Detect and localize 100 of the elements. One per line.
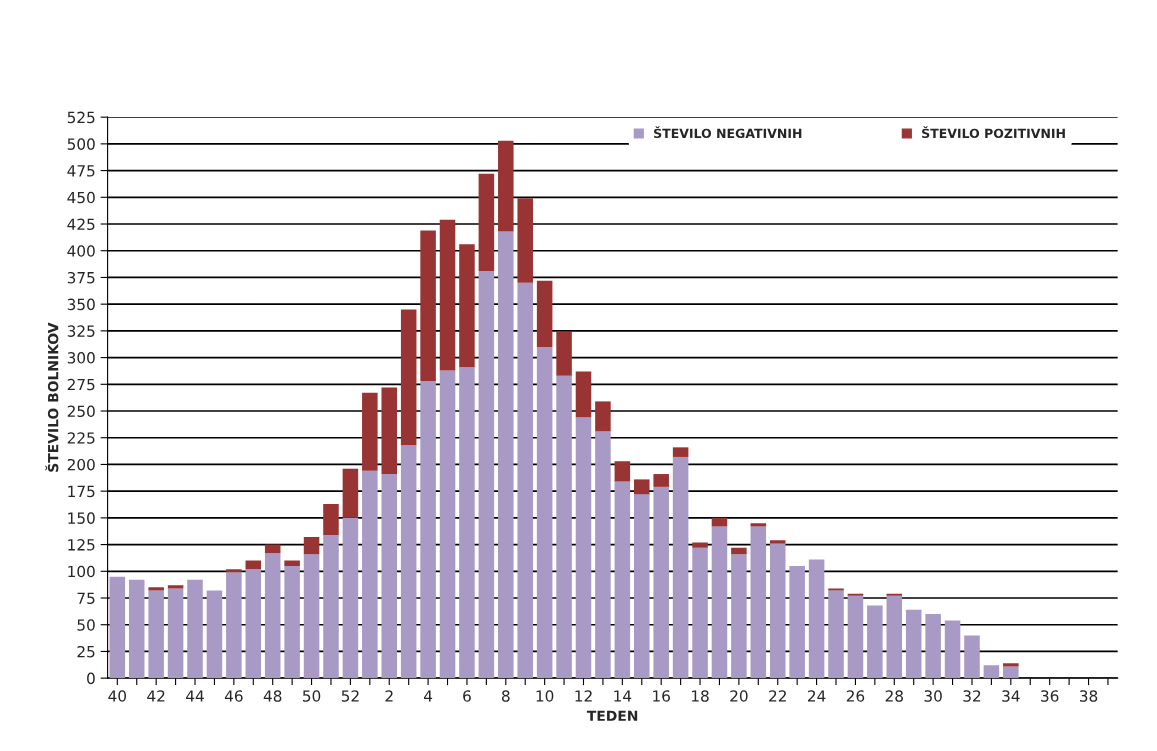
bar xyxy=(128,579,145,679)
bar xyxy=(245,569,262,679)
bar xyxy=(556,331,572,376)
bar xyxy=(692,542,708,548)
bar xyxy=(264,553,281,679)
y-axis-title: ŠTEVILO BOLNIKOV xyxy=(45,322,59,472)
bar xyxy=(828,588,844,591)
bar xyxy=(750,526,767,679)
bar xyxy=(828,590,844,679)
bar xyxy=(478,173,495,272)
bar xyxy=(459,367,475,679)
bar xyxy=(381,387,398,475)
y-tick-label: 525 xyxy=(67,111,95,124)
bar xyxy=(1003,663,1019,667)
x-tick-label: 34 xyxy=(1002,690,1020,702)
x-tick-label: 6 xyxy=(463,690,471,702)
x-tick-label: 46 xyxy=(224,690,243,702)
bar xyxy=(478,271,495,679)
bar xyxy=(362,392,378,471)
bar xyxy=(653,474,669,487)
bar xyxy=(711,517,728,527)
x-axis-title: TEDEN xyxy=(586,710,638,721)
bar xyxy=(867,605,883,679)
x-tick-label: 22 xyxy=(769,690,786,702)
y-tick-label: 300 xyxy=(67,352,95,364)
bar xyxy=(439,219,456,371)
bar xyxy=(634,494,650,679)
x-tick-label: 16 xyxy=(653,690,670,702)
bar xyxy=(536,346,553,679)
x-tick-label: 42 xyxy=(147,690,165,702)
x-tick-label: 28 xyxy=(885,690,903,702)
bar xyxy=(284,560,300,566)
y-tick-label: 275 xyxy=(67,378,95,391)
bar xyxy=(595,431,611,679)
y-tick-label: 375 xyxy=(67,271,95,284)
y-tick-label: 225 xyxy=(67,432,95,444)
x-tick-label: 8 xyxy=(501,690,510,702)
bar xyxy=(711,526,728,679)
bar xyxy=(517,198,533,283)
y-tick-label: 0 xyxy=(87,672,95,685)
y-tick-label: 250 xyxy=(67,405,95,418)
bar xyxy=(323,534,339,679)
bar xyxy=(342,517,359,679)
bar xyxy=(206,590,223,679)
y-tick-label: 450 xyxy=(67,191,95,204)
bar xyxy=(303,554,320,679)
bar xyxy=(750,523,767,527)
bar xyxy=(692,547,708,679)
x-tick-label: 50 xyxy=(303,690,321,702)
y-tick-label: 175 xyxy=(68,485,95,498)
bar xyxy=(731,554,747,679)
y-tick-label: 325 xyxy=(67,325,95,337)
bar xyxy=(148,587,164,591)
x-tick-label: 52 xyxy=(341,690,359,702)
bar xyxy=(226,569,242,573)
bar xyxy=(614,461,631,482)
y-tick-label: 100 xyxy=(68,565,95,578)
y-tick-label: 50 xyxy=(77,619,95,631)
bar xyxy=(226,572,242,679)
bar xyxy=(303,537,320,555)
x-tick-label: 14 xyxy=(614,690,632,702)
bar xyxy=(498,140,514,232)
x-tick-label: 26 xyxy=(846,690,865,702)
bar xyxy=(886,593,903,596)
y-tick-label: 200 xyxy=(67,458,95,471)
y-tick-label: 150 xyxy=(68,512,95,524)
legend-label: ŠTEVILO NEGATIVNIH xyxy=(654,126,802,139)
bar xyxy=(148,590,164,679)
bar xyxy=(575,371,592,418)
bar xyxy=(1003,666,1019,679)
x-tick-label: 20 xyxy=(730,690,748,702)
bar xyxy=(905,609,922,679)
x-tick-label: 48 xyxy=(263,690,282,702)
bar xyxy=(381,474,398,679)
bar xyxy=(420,381,436,679)
bar xyxy=(420,230,436,382)
bar xyxy=(808,559,825,679)
y-tick-label: 500 xyxy=(67,138,95,150)
bar xyxy=(517,282,533,679)
bar xyxy=(342,468,359,518)
bar xyxy=(769,540,786,544)
bar xyxy=(847,595,864,679)
bar xyxy=(245,560,262,570)
y-tick-label: 75 xyxy=(77,592,95,605)
x-tick-label: 12 xyxy=(575,690,592,702)
bar xyxy=(109,576,126,679)
y-tick-label: 125 xyxy=(68,539,95,551)
x-tick-label: 18 xyxy=(692,690,709,702)
bar xyxy=(556,375,572,679)
bar xyxy=(167,585,184,589)
x-tick-label: 40 xyxy=(108,690,127,702)
bar xyxy=(536,280,553,347)
x-tick-label: 30 xyxy=(924,690,942,702)
x-tick-label: 32 xyxy=(963,690,981,702)
bar xyxy=(400,445,417,679)
bar xyxy=(459,244,475,368)
bar xyxy=(498,231,514,679)
bar xyxy=(672,447,689,457)
x-tick-label: 24 xyxy=(807,690,826,702)
x-tick-label: 10 xyxy=(536,690,554,702)
